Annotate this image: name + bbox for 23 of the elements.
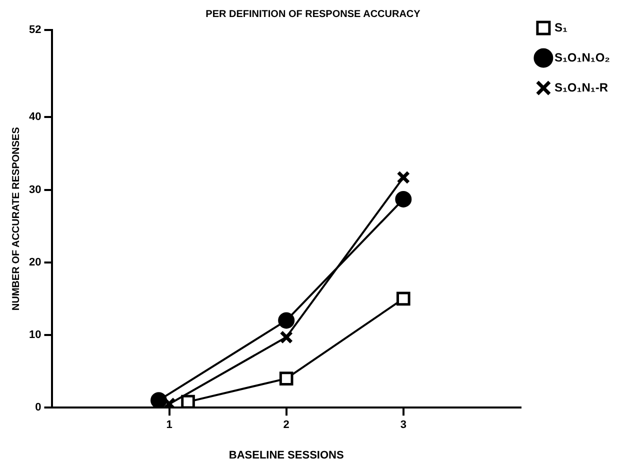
point [396,170,410,184]
point [278,312,295,329]
x-tick-label: 2 [283,419,290,432]
point [396,292,410,306]
y-tick-label: 30 [28,184,42,196]
y-axis-title: NUMBER OF ACCURATE RESPONSES [10,126,22,310]
point [279,372,294,386]
y-tick-label: 52 [28,24,42,36]
x-tick-label: 1 [166,419,172,432]
y-tick-label: 10 [28,329,42,342]
y-tick-label: 20 [28,256,42,268]
x-axis-title: BASELINE SESSIONS [228,449,344,462]
legend-label: S₁O₁N₁-R [554,80,608,94]
legend-label: S₁O₁N₁O₂ [554,50,610,64]
legend-label: S₁ [554,20,568,34]
point [280,330,294,344]
point [181,394,195,408]
y-tick-label: 0 [35,402,42,414]
x-tick-label: 3 [400,419,406,432]
point [150,392,167,408]
point [395,190,412,208]
chart-title: PER DEFINITION OF RESPONSE ACCURACY [206,8,421,20]
y-tick-label: 40 [28,111,42,124]
